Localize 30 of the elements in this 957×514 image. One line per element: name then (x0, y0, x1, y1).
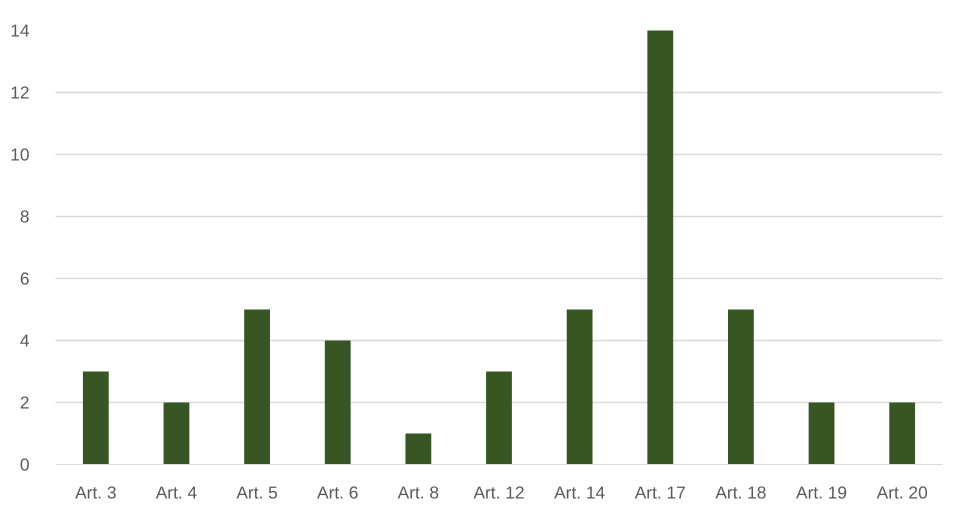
bar (82, 372, 109, 464)
bar (324, 340, 351, 464)
y-tick-label: 4 (20, 330, 30, 350)
y-tick-label: 12 (10, 82, 30, 102)
bar (244, 310, 270, 464)
x-tick-label: Art. 12 (473, 482, 525, 502)
x-tick-label: Art. 8 (398, 482, 440, 502)
x-tick-label: Art. 6 (317, 482, 358, 502)
x-tick-label: Art. 4 (156, 482, 198, 502)
bar (405, 434, 432, 464)
y-tick-label: 10 (10, 144, 30, 164)
x-tick-label: Art. 3 (75, 482, 117, 502)
bar (486, 372, 512, 464)
bar (808, 402, 834, 464)
bar (164, 402, 190, 464)
bar (566, 310, 593, 464)
y-tick-label: 14 (10, 20, 30, 40)
bar (647, 30, 674, 464)
y-tick-label: 2 (20, 392, 30, 412)
x-tick-label: Art. 19 (796, 482, 848, 502)
x-tick-label: Art. 17 (634, 482, 686, 502)
bar (728, 310, 754, 464)
y-tick-label: 0 (20, 454, 30, 474)
x-tick-label: Art. 14 (554, 482, 606, 502)
x-tick-label: Art. 20 (876, 482, 928, 502)
x-tick-label: Art. 18 (715, 482, 766, 502)
x-tick-label: Art. 5 (236, 482, 278, 502)
bar (889, 402, 916, 464)
y-tick-label: 8 (20, 206, 30, 226)
y-tick-label: 6 (20, 268, 30, 288)
